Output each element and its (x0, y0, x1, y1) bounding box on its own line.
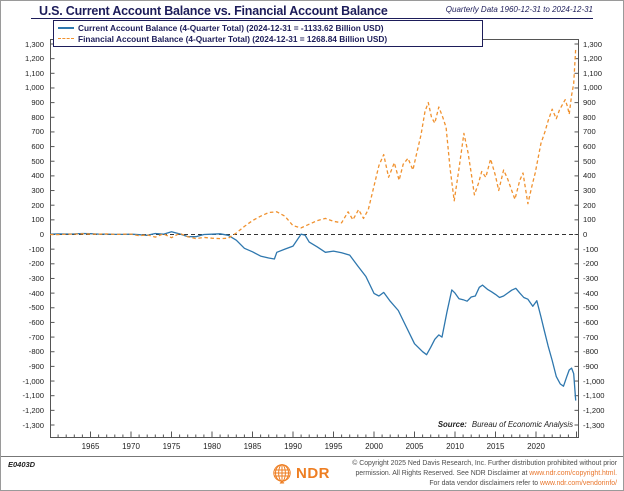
source-note: Source: Bureau of Economic Analysis (438, 420, 573, 429)
y-tick-label-left: -800 (28, 347, 44, 357)
y-tick-label-right: 300 (583, 186, 596, 196)
y-tick-label-left: 200 (31, 200, 44, 210)
y-tick-label-right: -100 (583, 244, 599, 254)
y-tick-label-left: -500 (28, 303, 44, 313)
legend-label: Current Account Balance (4-Quarter Total… (78, 22, 384, 33)
vendorinfo-link[interactable]: www.ndr.com/vendorinfo/ (540, 480, 617, 487)
y-tick-label-right: 100 (583, 215, 596, 225)
x-tick-label: 2010 (446, 442, 464, 451)
x-tick-label: 1990 (284, 442, 302, 451)
x-tick-label: 2015 (486, 442, 505, 451)
y-tick-label-right: 0 (583, 230, 588, 239)
y-tick-label-left: -1,000 (22, 376, 44, 386)
y-tick-label-left: -300 (28, 273, 44, 283)
copyright-link[interactable]: www.ndr.com/copyright.html. (529, 470, 617, 477)
y-tick-label-right: -1,200 (583, 405, 605, 415)
copyright-line2: permission. All Rights Reserved. See NDR… (355, 470, 617, 477)
y-tick-label-right: -900 (583, 361, 599, 371)
y-tick-label-left: 600 (31, 142, 44, 152)
date-range-label: Quarterly Data 1960-12-31 to 2024-12-31 (445, 5, 593, 14)
y-tick-label-left: 1,100 (24, 68, 44, 78)
y-tick-label-left: -100 (28, 244, 44, 254)
current-account-line-swatch (58, 26, 74, 29)
legend-box: Current Account Balance (4-Quarter Total… (53, 20, 483, 47)
ndr-logo: NDR (271, 462, 330, 484)
copyright-block: © Copyright 2025 Ned Davis Research, Inc… (352, 459, 617, 489)
y-tick-label-left: -600 (28, 317, 44, 327)
x-tick-label: 1985 (243, 442, 262, 451)
series-current-account-line (50, 231, 577, 401)
y-tick-label-left: 300 (31, 186, 44, 196)
x-tick-label: 2020 (527, 442, 545, 451)
y-tick-label-left: -1,300 (22, 420, 44, 430)
y-tick-label-right: 700 (583, 127, 596, 137)
ndr-globe-icon (273, 464, 291, 484)
y-tick-label-left: 1,000 (24, 83, 44, 93)
y-tick-label-right: 800 (583, 112, 596, 122)
plot-frame (50, 39, 579, 438)
legend-item-current-account: Current Account Balance (4-Quarter Total… (58, 22, 478, 33)
y-tick-label-left: 900 (31, 98, 44, 108)
legend-label: Financial Account Balance (4-Quarter Tot… (78, 33, 388, 44)
series-financial-account-line (50, 48, 577, 240)
ndr-logo-text: NDR (296, 464, 330, 482)
y-tick-label-left: 1,200 (24, 54, 44, 64)
x-tick-label: 1980 (203, 442, 221, 451)
x-tick-label: 1995 (324, 442, 343, 451)
y-tick-label-left: -900 (28, 361, 44, 371)
y-tick-label-right: -400 (583, 288, 599, 298)
y-tick-label-right: -700 (583, 332, 599, 342)
y-tick-label-right: 200 (583, 200, 596, 210)
y-tick-label-right: 1,000 (583, 83, 603, 93)
y-tick-label-left: 1,300 (24, 39, 44, 49)
y-tick-label-left: 0 (39, 230, 44, 239)
y-tick-label-left: -700 (28, 332, 44, 342)
copyright-line3: For data vendor disclaimers refer to www… (429, 480, 617, 487)
y-tick-label-left: 800 (31, 112, 44, 122)
x-tick-label: 1970 (122, 442, 140, 451)
y-tick-label-right: 500 (583, 156, 596, 166)
y-tick-label-left: 500 (31, 156, 44, 166)
y-tick-label-right: -300 (583, 273, 599, 283)
y-tick-label-left: -1,100 (22, 391, 44, 401)
y-tick-label-left: -200 (28, 259, 44, 269)
y-tick-label-right: -800 (583, 347, 599, 357)
source-text: Bureau of Economic Analysis (471, 420, 573, 429)
legend-item-financial-account: Financial Account Balance (4-Quarter Tot… (58, 33, 478, 44)
y-tick-label-right: -600 (583, 317, 599, 327)
y-tick-label-right: -1,100 (583, 391, 605, 401)
title-divider (31, 18, 593, 19)
y-tick-label-right: 1,300 (583, 39, 603, 49)
x-tick-label: 1965 (81, 442, 100, 451)
financial-account-line-swatch (58, 38, 74, 39)
y-tick-label-left: 100 (31, 215, 44, 225)
y-tick-label-right: -1,000 (583, 376, 605, 386)
x-tick-label: 2005 (405, 442, 424, 451)
page-title: U.S. Current Account Balance vs. Financi… (39, 4, 388, 18)
y-tick-label-left: 400 (31, 171, 44, 181)
plot-area (50, 39, 579, 438)
copyright-line1: © Copyright 2025 Ned Davis Research, Inc… (352, 460, 617, 467)
y-tick-label-right: -500 (583, 303, 599, 313)
y-tick-label-right: 400 (583, 171, 596, 181)
y-tick-label-right: 900 (583, 98, 596, 108)
y-tick-label-right: 1,200 (583, 54, 603, 64)
footer-divider (1, 456, 623, 457)
y-tick-label-right: 1,100 (583, 68, 603, 78)
source-prefix: Source: (437, 420, 467, 429)
y-tick-label-right: -200 (583, 259, 599, 269)
y-tick-label-left: -1,200 (22, 405, 44, 415)
y-tick-label-left: -400 (28, 288, 44, 298)
x-tick-label: 1975 (162, 442, 181, 451)
y-tick-label-right: -1,300 (583, 420, 605, 430)
x-tick-label: 2000 (365, 442, 383, 451)
y-tick-label-right: 600 (583, 142, 596, 152)
y-tick-label-left: 700 (31, 127, 44, 137)
chart-code-label: E0403D (8, 460, 36, 469)
